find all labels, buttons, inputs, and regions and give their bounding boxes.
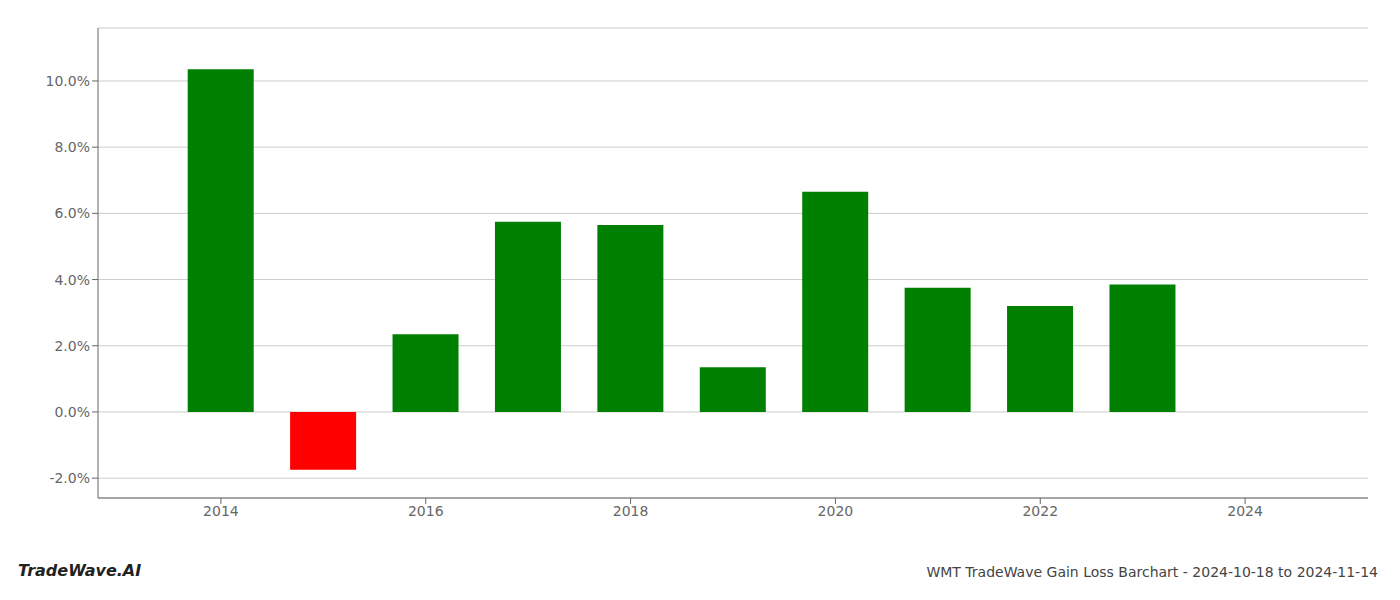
html-text:WMT TradeWave Gain Loss Barcha: WMT TradeWave Gain Loss Barchart - 2024-…	[926, 564, 1378, 580]
svg-text:10.0%: 10.0%	[46, 73, 90, 89]
html-text:TradeWave.AI: TradeWave.AI	[18, 561, 142, 580]
svg-text:2024: 2024	[1227, 503, 1263, 519]
svg-text:2018: 2018	[613, 503, 649, 519]
svg-text:2.0%: 2.0%	[54, 338, 90, 354]
svg-text:4.0%: 4.0%	[54, 272, 90, 288]
svg-text:2020: 2020	[818, 503, 854, 519]
svg-text:-2.0%: -2.0%	[49, 470, 90, 486]
svg-text:2014: 2014	[203, 503, 239, 519]
svg-text:2022: 2022	[1022, 503, 1058, 519]
svg-text:2016: 2016	[408, 503, 444, 519]
svg-text:8.0%: 8.0%	[54, 139, 90, 155]
svg-text:6.0%: 6.0%	[54, 205, 90, 221]
svg-text:0.0%: 0.0%	[54, 404, 90, 420]
